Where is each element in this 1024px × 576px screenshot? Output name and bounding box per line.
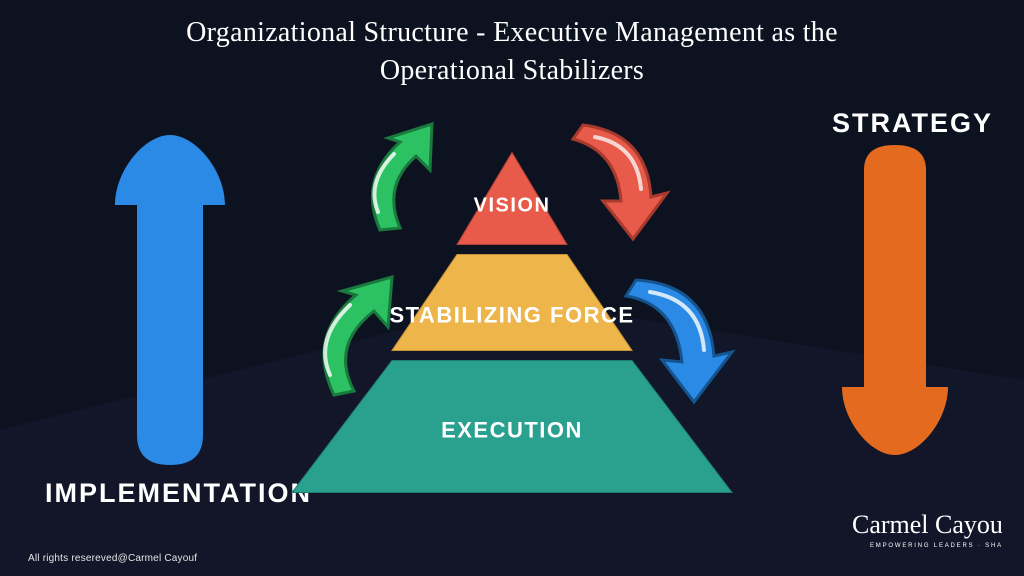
- pyramid-label-vision: VISION: [474, 195, 551, 218]
- strategy-arrow-icon: [830, 145, 960, 455]
- signature-icon: Carmel Cayouf EMPOWERING LEADERS · SHAPI…: [852, 507, 1002, 557]
- curve-up-top-icon: [350, 120, 470, 240]
- signature-sub: EMPOWERING LEADERS · SHAPING FUTURE: [870, 543, 1002, 549]
- page-title: Organizational Structure - Executive Man…: [0, 14, 1024, 90]
- pyramid-label-execution: EXECUTION: [441, 418, 583, 444]
- curve-down-top-icon: [555, 115, 675, 245]
- signature-block: Carmel Cayouf EMPOWERING LEADERS · SHAPI…: [852, 507, 1002, 562]
- title-line1: Organizational Structure - Executive Man…: [186, 17, 838, 48]
- copyright-text: All rights resereved@Carmel Cayouf: [28, 553, 197, 564]
- signature-name: Carmel Cayouf: [852, 510, 1002, 539]
- strategy-label: STRATEGY: [832, 108, 993, 139]
- curve-up-bottom-icon: [300, 275, 430, 405]
- title-line2: Operational Stabilizers: [380, 55, 644, 86]
- curve-down-bottom-icon: [612, 270, 742, 410]
- implementation-arrow-icon: [95, 135, 245, 465]
